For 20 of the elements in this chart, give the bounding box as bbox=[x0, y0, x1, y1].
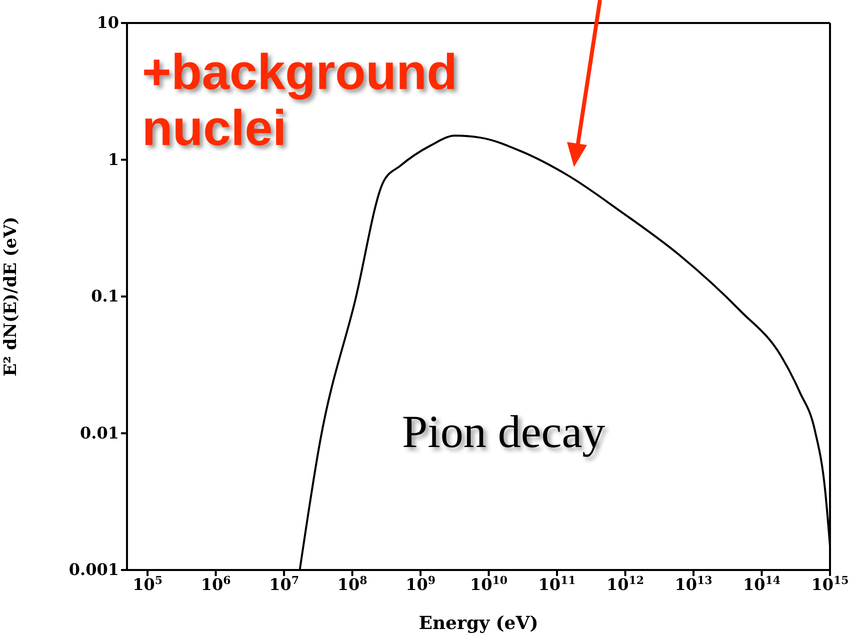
y-tick-label: 1 bbox=[108, 150, 119, 169]
x-tick-label: 10$^{8}$ bbox=[337, 574, 368, 594]
x-axis-title: Energy (eV) bbox=[418, 613, 538, 634]
x-tick-label: 10$^{10}$ bbox=[470, 574, 508, 594]
x-tick-label: 10$^{7}$ bbox=[269, 574, 299, 594]
x-tick-label: 10$^{14}$ bbox=[742, 574, 781, 594]
annotation: +background nuclei bbox=[142, 44, 458, 156]
y-tick-label: 0.1 bbox=[91, 286, 119, 306]
y-tick-label: 0.001 bbox=[68, 560, 119, 579]
x-tick-label: 10$^{15}$ bbox=[811, 574, 849, 594]
y-tick-label: 0.01 bbox=[80, 423, 119, 442]
x-tick-label: 10$^{13}$ bbox=[674, 574, 712, 594]
x-tick-label: 10$^{12}$ bbox=[606, 574, 644, 594]
x-tick-label: 10$^{6}$ bbox=[200, 574, 232, 594]
y-axis-title: E² dN(E)/dE (eV) bbox=[1, 216, 22, 376]
x-tick-label: 10$^{11}$ bbox=[538, 574, 576, 594]
y-tick-label: 10 bbox=[96, 13, 119, 32]
x-tick-label: 10$^{9}$ bbox=[406, 574, 436, 594]
annotation: Pion decay bbox=[402, 405, 606, 458]
x-tick-label: 10$^{5}$ bbox=[132, 574, 163, 594]
